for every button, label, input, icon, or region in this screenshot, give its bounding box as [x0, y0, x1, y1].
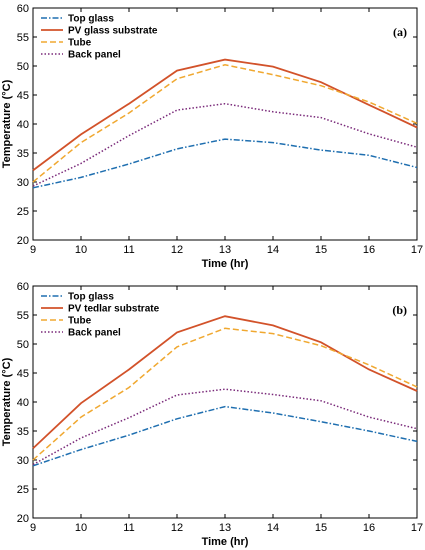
series-line-2 — [32, 315, 418, 450]
y-tick-label: 45 — [17, 90, 29, 102]
y-axis-title: Temperature (°C) — [1, 79, 13, 168]
y-tick-label: 55 — [17, 310, 29, 322]
y-tick-label: 30 — [17, 177, 29, 189]
y-tick-label: 60 — [17, 281, 29, 293]
x-tick-label: 14 — [267, 522, 279, 534]
x-tick-label: 9 — [30, 522, 36, 534]
y-tick-label: 20 — [17, 513, 29, 525]
series-line-3 — [32, 64, 418, 183]
x-tick-label: 9 — [30, 244, 36, 256]
y-tick-label: 25 — [17, 484, 29, 496]
x-tick-label: 12 — [171, 522, 183, 534]
y-tick-label: 40 — [17, 119, 29, 131]
y-tick-label: 25 — [17, 206, 29, 218]
legend-label-1: Top glass — [68, 292, 114, 303]
y-tick-label: 50 — [17, 61, 29, 73]
panel-label: (b) — [392, 303, 407, 317]
legend-label-3: Tube — [68, 316, 92, 327]
x-tick-label: 15 — [315, 522, 327, 534]
x-tick-label: 10 — [75, 522, 87, 534]
x-tick-label: 10 — [75, 244, 87, 256]
y-tick-label: 60 — [17, 3, 29, 15]
x-tick-label: 17 — [411, 522, 423, 534]
y-tick-label: 50 — [17, 339, 29, 351]
x-tick-label: 16 — [363, 244, 375, 256]
series-line-3 — [32, 327, 418, 461]
x-tick-label: 13 — [219, 522, 231, 534]
legend-label-4: Back panel — [68, 328, 121, 339]
legend-label-3: Tube — [68, 38, 92, 49]
x-tick-label: 11 — [123, 522, 134, 534]
series-line-1 — [32, 405, 418, 467]
panel-label: (a) — [393, 25, 407, 39]
legend-label-2: PV tedlar substrate — [68, 304, 160, 315]
y-tick-label: 40 — [17, 397, 29, 409]
legend-label-2: PV glass substrate — [68, 26, 158, 37]
x-axis-title: Time (hr) — [202, 258, 249, 270]
y-axis-title: Temperature (°C) — [1, 357, 13, 446]
series-line-1 — [32, 138, 418, 189]
legend-label-4: Back panel — [68, 50, 121, 61]
x-tick-label: 12 — [171, 244, 183, 256]
y-tick-label: 20 — [17, 235, 29, 247]
series-line-2 — [32, 58, 418, 172]
chart-panel-1: 9 10 11 12 13 14 15 16 17 20 25 30 35 40 45 50 55 60 Time … — [1, 3, 423, 270]
y-tick-label: 55 — [17, 32, 29, 44]
x-tick-label: 13 — [219, 244, 231, 256]
x-axis-title: Time (hr) — [202, 536, 249, 548]
x-tick-label: 16 — [363, 522, 375, 534]
y-tick-label: 45 — [17, 368, 29, 380]
y-tick-label: 30 — [17, 455, 29, 467]
x-tick-label: 14 — [267, 244, 279, 256]
series-line-4 — [32, 102, 418, 187]
x-tick-label: 11 — [123, 244, 134, 256]
x-tick-label: 15 — [315, 244, 327, 256]
x-tick-label: 17 — [411, 244, 423, 256]
chart-panel-2: 9 10 11 12 13 14 15 16 17 20 25 30 35 40 45 50 55 60 Time … — [1, 281, 423, 548]
y-tick-label: 35 — [17, 426, 29, 438]
y-tick-label: 35 — [17, 148, 29, 160]
legend-label-1: Top glass — [68, 14, 114, 25]
